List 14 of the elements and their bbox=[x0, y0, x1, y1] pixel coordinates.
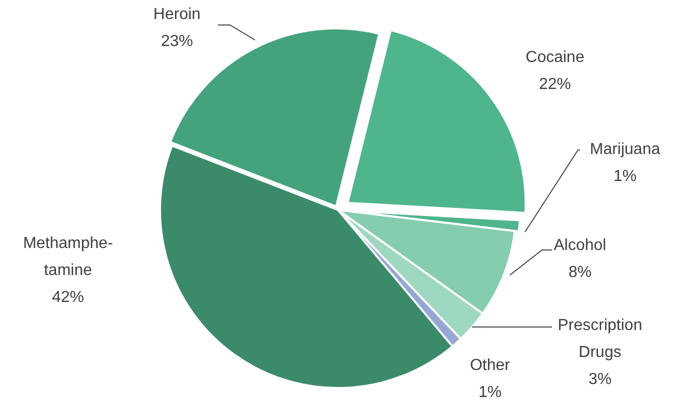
data-label: 23% bbox=[160, 33, 194, 50]
data-label: 1% bbox=[613, 168, 637, 185]
data-label: 3% bbox=[588, 371, 612, 388]
slice-label: Alcohol bbox=[554, 237, 606, 254]
slice-label: Prescription Drugs bbox=[558, 317, 642, 361]
slice-label: Methamphe- tamine bbox=[23, 235, 113, 279]
data-label: 42% bbox=[52, 289, 84, 306]
data-label: 1% bbox=[478, 384, 502, 401]
data-label: 8% bbox=[568, 264, 592, 281]
slice-label: Marijuana bbox=[590, 141, 660, 158]
slice-label: Other bbox=[470, 357, 511, 374]
slice-label: Cocaine bbox=[526, 49, 584, 66]
slice-label: Heroin bbox=[153, 6, 201, 23]
data-label: 22% bbox=[538, 76, 572, 93]
